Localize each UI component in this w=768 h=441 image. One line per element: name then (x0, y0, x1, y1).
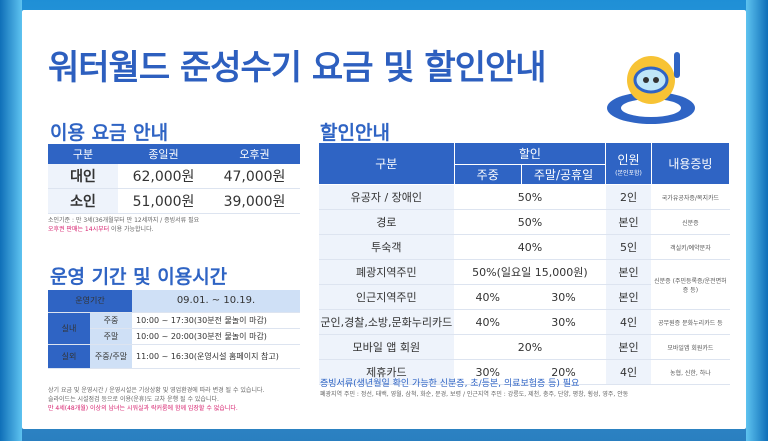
fee-table: 구분 종일권 오후권 대인 62,000원 47,000원 소인 51,000원… (48, 144, 300, 214)
discount-kind: 인근지역주민 (318, 284, 455, 310)
discount-proof: 신분증 (주민등록증/운전면허증 등) (651, 259, 730, 310)
discount-header-weekend: 주말/공휴일 (520, 164, 607, 185)
left-water-edge (0, 0, 22, 441)
discount-people: 2인 (605, 184, 652, 210)
discount-rate-weekend: 20% (521, 359, 606, 385)
discount-people: 본인 (605, 334, 652, 360)
discount-header-proof: 내용증빙 (650, 142, 731, 185)
discount-header-weekday: 주중 (453, 164, 522, 185)
discount-proof: 객실키/예약문자 (651, 234, 730, 260)
period-label: 운영기간 (48, 290, 132, 313)
outdoor-time: 11:00 ~ 16:30(운영시설 홈페이지 참고) (132, 344, 300, 369)
discount-proof: 농협, 신한, 하나 (651, 359, 730, 385)
operation-notes: 상기 요금 및 운영시간 / 운영시설은 기상상황 및 영업환경에 따라 변경 … (48, 386, 264, 413)
outdoor-label: 실외 (48, 344, 90, 369)
discount-rate-weekday: 40% (454, 309, 522, 335)
outdoor-days: 주중/주말 (90, 344, 132, 369)
indoor-label: 실내 (48, 312, 90, 345)
fee-header-day: 종일권 (118, 144, 209, 164)
discount-header-discount: 할인 (453, 142, 607, 165)
operation-note-line: 상기 요금 및 운영시간 / 운영시설은 기상상황 및 영업환경에 따라 변경 … (48, 387, 265, 394)
table-row: 투숙객 40% 5인 객실키/예약문자 (318, 234, 730, 260)
discount-people: 4인 (605, 359, 652, 385)
discount-header-people: 인원 (본인포함) (605, 142, 652, 185)
fee-heading: 이용 요금 안내 (50, 122, 169, 144)
weekday-label: 주중 (90, 312, 132, 329)
discount-people: 본인 (605, 209, 652, 235)
operation-table: 운영기간 09.01. ~ 10.19. 실내 주중 10:00 ~ 17:30… (48, 290, 300, 369)
table-row: 군인,경찰,소방,문화누리카드 40% 30% 4인 공무원증 문화누리카드 등 (318, 309, 730, 335)
discount-people: 본인 (605, 284, 652, 310)
discount-rate: 50% (454, 184, 606, 210)
discount-header-kind: 구분 (318, 142, 455, 185)
discount-proof: 신분증 (651, 209, 730, 235)
operation-heading: 운영 기간 및 이용시간 (50, 266, 228, 288)
table-row: 인근지역주민 40% 30% 본인 (318, 284, 730, 310)
table-row: 대인 62,000원 47,000원 (48, 164, 300, 189)
table-row: 폐광지역주민 50%(일요일 15,000원) 본인 신분증 (주민등록증/운전면허증… (318, 259, 730, 310)
fee-note: 소인기준 : 만 3세(36개월부터 만 12세까지 / 증빙서류 필요 오후권… (48, 216, 199, 234)
discount-kind: 폐광지역주민 (318, 259, 455, 285)
discount-kind: 제휴카드 (318, 359, 455, 385)
discount-rate: 40% (454, 234, 606, 260)
discount-kind: 모바일 앱 회원 (318, 334, 455, 360)
people-header-label: 인원 (617, 152, 640, 167)
table-row: 유공자 / 장애인 50% 2인 국가유공자증/복지카드 (318, 184, 730, 210)
discount-table: 구분 할인 인원 (본인포함) 내용증빙 주중 주말/공휴일 유공자 / 장애인 5… (318, 142, 731, 385)
fee-label: 소인 (48, 188, 118, 214)
fee-note-line: 소인기준 : 만 3세(36개월부터 만 12세까지 / 증빙서류 필요 (48, 217, 200, 224)
fee-note-line: 오후권 판매는 14시부터 이용 가능합니다. (48, 225, 199, 234)
indoor-weekend-time: 10:00 ~ 20:00(30분전 물놀이 마감) (132, 328, 300, 345)
discount-region-note: 폐광지역 주민 : 정선, 태백, 영월, 삼척, 화순, 문경, 보령 / 인… (320, 391, 629, 398)
discount-rate: 20% (454, 334, 606, 360)
table-row: 모바일 앱 회원 20% 본인 모바일앱 회원카드 (318, 334, 730, 360)
table-row: 제휴카드 30% 20% 4인 농협, 신한, 하나 (318, 359, 730, 385)
weekend-label: 주말 (90, 328, 132, 345)
discount-rate-weekend: 30% (521, 309, 606, 335)
discount-rate: 50% (454, 209, 606, 235)
right-water-edge (746, 0, 768, 441)
period-value: 09.01. ~ 10.19. (132, 290, 300, 313)
indoor-weekday-time: 10:00 ~ 17:30(30분전 물놀이 마감) (132, 312, 300, 329)
discount-kind: 투숙객 (318, 234, 455, 260)
fee-value: 47,000원 (209, 164, 300, 189)
discount-proof-note: 증빙서류(생년월일 확인 가능한 신분증, 초/등본, 의료보험증 등) 필요 (320, 379, 580, 389)
fee-label: 대인 (48, 164, 118, 189)
pm-ticket-note-rest: 이용 가능합니다. (109, 226, 154, 233)
table-row: 소인 51,000원 39,000원 (48, 188, 300, 214)
discount-proof: 모바일앱 회원카드 (651, 334, 730, 360)
operation-note-line: 슬라이드는 시설점검 등으로 이용(운휴)도 교차 운행 될 수 있습니다. (48, 396, 219, 403)
discount-people: 5인 (605, 234, 652, 260)
fee-value: 62,000원 (118, 164, 209, 189)
discount-kind: 유공자 / 장애인 (318, 184, 455, 210)
discount-heading: 할인안내 (320, 122, 390, 144)
pm-ticket-note: 오후권 판매는 14시부터 (48, 226, 110, 233)
diver-mascot-icon (607, 52, 695, 124)
discount-rate-weekday: 40% (454, 284, 522, 310)
operation-note-pink: 만 4세(48개월) 이상의 남녀는 시워실과 락커룸에 함께 입장할 수 없습… (48, 405, 238, 412)
fee-value: 51,000원 (118, 188, 209, 214)
discount-rate: 50%(일요일 15,000원) (454, 259, 606, 285)
page-title: 워터월드 준성수기 요금 및 할인안내 (48, 48, 547, 88)
discount-kind: 경로 (318, 209, 455, 235)
discount-kind: 군인,경찰,소방,문화누리카드 (318, 309, 455, 335)
info-panel: 워터월드 준성수기 요금 및 할인안내 이용 요금 안내 구분 종일권 오후권 … (22, 10, 746, 429)
discount-people: 4인 (605, 309, 652, 335)
discount-rate-weekend: 30% (521, 284, 606, 310)
table-row: 경로 50% 본인 신분증 (318, 209, 730, 235)
discount-rate-weekday: 30% (454, 359, 522, 385)
fee-header-pm: 오후권 (209, 144, 300, 164)
discount-people: 본인 (605, 259, 652, 285)
people-header-sub: (본인포함) (615, 169, 642, 177)
discount-proof: 국가유공자증/복지카드 (651, 184, 730, 210)
fee-value: 39,000원 (209, 188, 300, 214)
discount-proof: 공무원증 문화누리카드 등 (651, 309, 730, 335)
fee-header-kind: 구분 (48, 144, 118, 164)
